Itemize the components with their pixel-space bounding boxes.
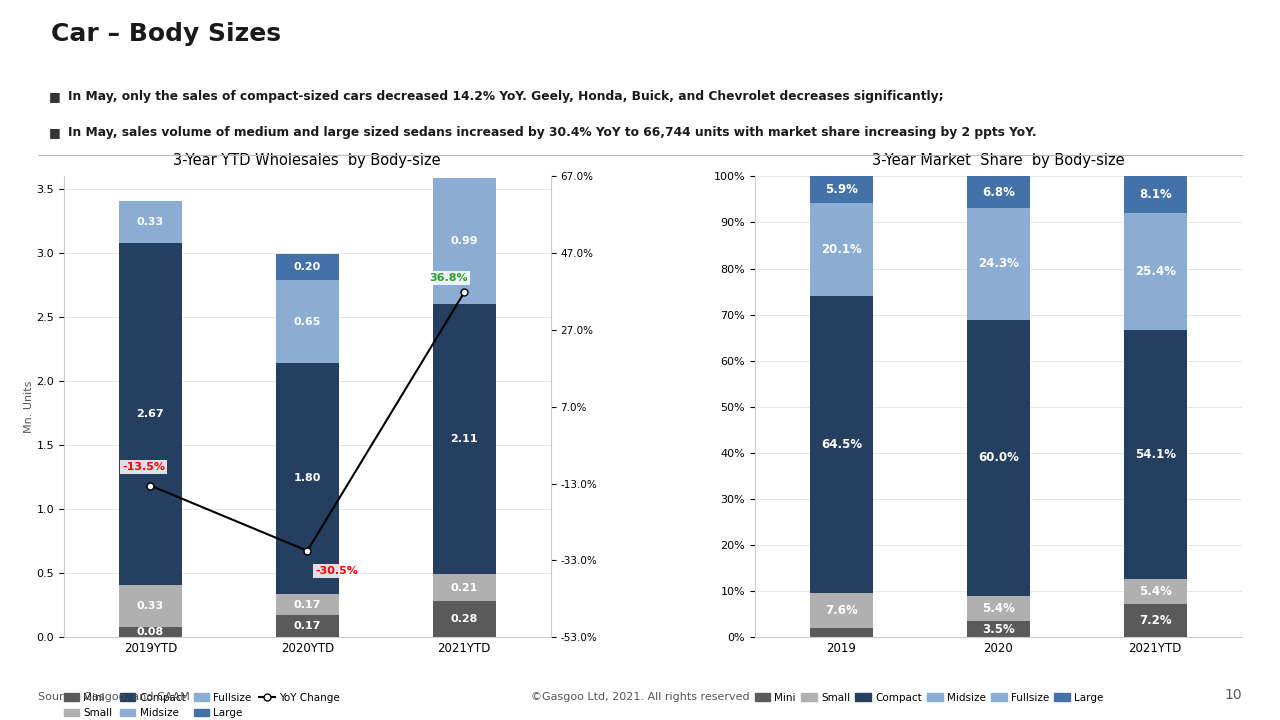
Text: 1.80: 1.80 — [293, 474, 321, 484]
Bar — [810, 628, 873, 637]
Text: 0.20: 0.20 — [293, 262, 321, 272]
Bar — [433, 575, 495, 601]
Text: In May, only the sales of compact-sized cars decreased 14.2% YoY. Geely, Honda, : In May, only the sales of compact-sized … — [68, 90, 943, 103]
Text: -30.5%: -30.5% — [315, 566, 358, 576]
Text: 25.4%: 25.4% — [1135, 265, 1176, 278]
Text: 0.28: 0.28 — [451, 614, 477, 624]
Text: 3.5%: 3.5% — [982, 623, 1015, 636]
Text: -13.5%: -13.5% — [122, 462, 165, 472]
Text: In May, sales volume of medium and large sized sedans increased by 30.4% YoY to : In May, sales volume of medium and large… — [68, 126, 1037, 139]
Text: 0.99: 0.99 — [451, 236, 479, 246]
Bar — [119, 585, 182, 627]
Text: Source: Gasgoo, and CAAM: Source: Gasgoo, and CAAM — [38, 692, 191, 702]
Text: 2.11: 2.11 — [451, 434, 477, 444]
Bar — [119, 243, 182, 585]
Text: 10: 10 — [1224, 688, 1242, 702]
Text: 0.65: 0.65 — [293, 317, 321, 327]
Bar — [276, 280, 339, 364]
Bar — [1124, 330, 1187, 579]
Bar — [276, 616, 339, 637]
Title: 3-Year Market  Share  by Body-size: 3-Year Market Share by Body-size — [872, 153, 1125, 168]
Text: 5.9%: 5.9% — [824, 183, 858, 196]
Legend: Mini, Small, Compact, Midsize, Fullsize, Large, YoY Change: Mini, Small, Compact, Midsize, Fullsize,… — [59, 688, 344, 720]
Bar — [433, 305, 495, 575]
Text: ■: ■ — [49, 126, 60, 139]
Bar — [276, 254, 339, 280]
Text: 7.2%: 7.2% — [1139, 614, 1171, 627]
Text: 54.1%: 54.1% — [1135, 448, 1176, 461]
Bar — [1124, 213, 1187, 330]
Text: 0.21: 0.21 — [451, 583, 477, 593]
Text: 60.0%: 60.0% — [978, 451, 1019, 464]
Bar — [810, 203, 873, 296]
Text: 0.17: 0.17 — [293, 621, 321, 631]
Bar — [119, 627, 182, 637]
Bar — [1124, 604, 1187, 637]
Text: 36.8%: 36.8% — [430, 273, 468, 283]
Text: 64.5%: 64.5% — [820, 438, 861, 451]
Text: 5.4%: 5.4% — [982, 602, 1015, 615]
Text: ©Gasgoo Ltd, 2021. All rights reserved: ©Gasgoo Ltd, 2021. All rights reserved — [531, 692, 749, 702]
Title: 3-Year YTD Wholesales  by Body-size: 3-Year YTD Wholesales by Body-size — [174, 153, 442, 168]
Text: 24.3%: 24.3% — [978, 257, 1019, 270]
Bar — [433, 601, 495, 637]
Text: 5.4%: 5.4% — [1139, 585, 1171, 598]
Bar — [810, 593, 873, 628]
Bar — [276, 594, 339, 616]
Bar — [119, 201, 182, 243]
Text: 8.1%: 8.1% — [1139, 188, 1171, 201]
Text: 0.33: 0.33 — [137, 600, 164, 611]
Text: 6.8%: 6.8% — [982, 186, 1015, 199]
Text: ■: ■ — [49, 90, 60, 103]
Bar — [966, 596, 1029, 621]
Legend: Mini, Small, Compact, Midsize, Fullsize, Large: Mini, Small, Compact, Midsize, Fullsize,… — [750, 688, 1107, 707]
Bar — [966, 208, 1029, 320]
Text: Car – Body Sizes: Car – Body Sizes — [51, 22, 282, 45]
Bar — [966, 176, 1029, 208]
Bar — [810, 176, 873, 203]
Bar — [1124, 176, 1187, 213]
Text: 20.1%: 20.1% — [820, 243, 861, 256]
Bar — [276, 364, 339, 594]
Bar — [810, 296, 873, 593]
Bar — [433, 178, 495, 305]
Text: 0.08: 0.08 — [137, 627, 164, 637]
Text: 2.67: 2.67 — [137, 409, 164, 419]
Bar — [966, 621, 1029, 637]
Text: 0.17: 0.17 — [293, 600, 321, 610]
Bar — [966, 320, 1029, 596]
Text: 0.33: 0.33 — [137, 217, 164, 227]
Bar — [1124, 579, 1187, 604]
Y-axis label: Mn. Units: Mn. Units — [24, 381, 33, 433]
Text: 7.6%: 7.6% — [824, 604, 858, 617]
